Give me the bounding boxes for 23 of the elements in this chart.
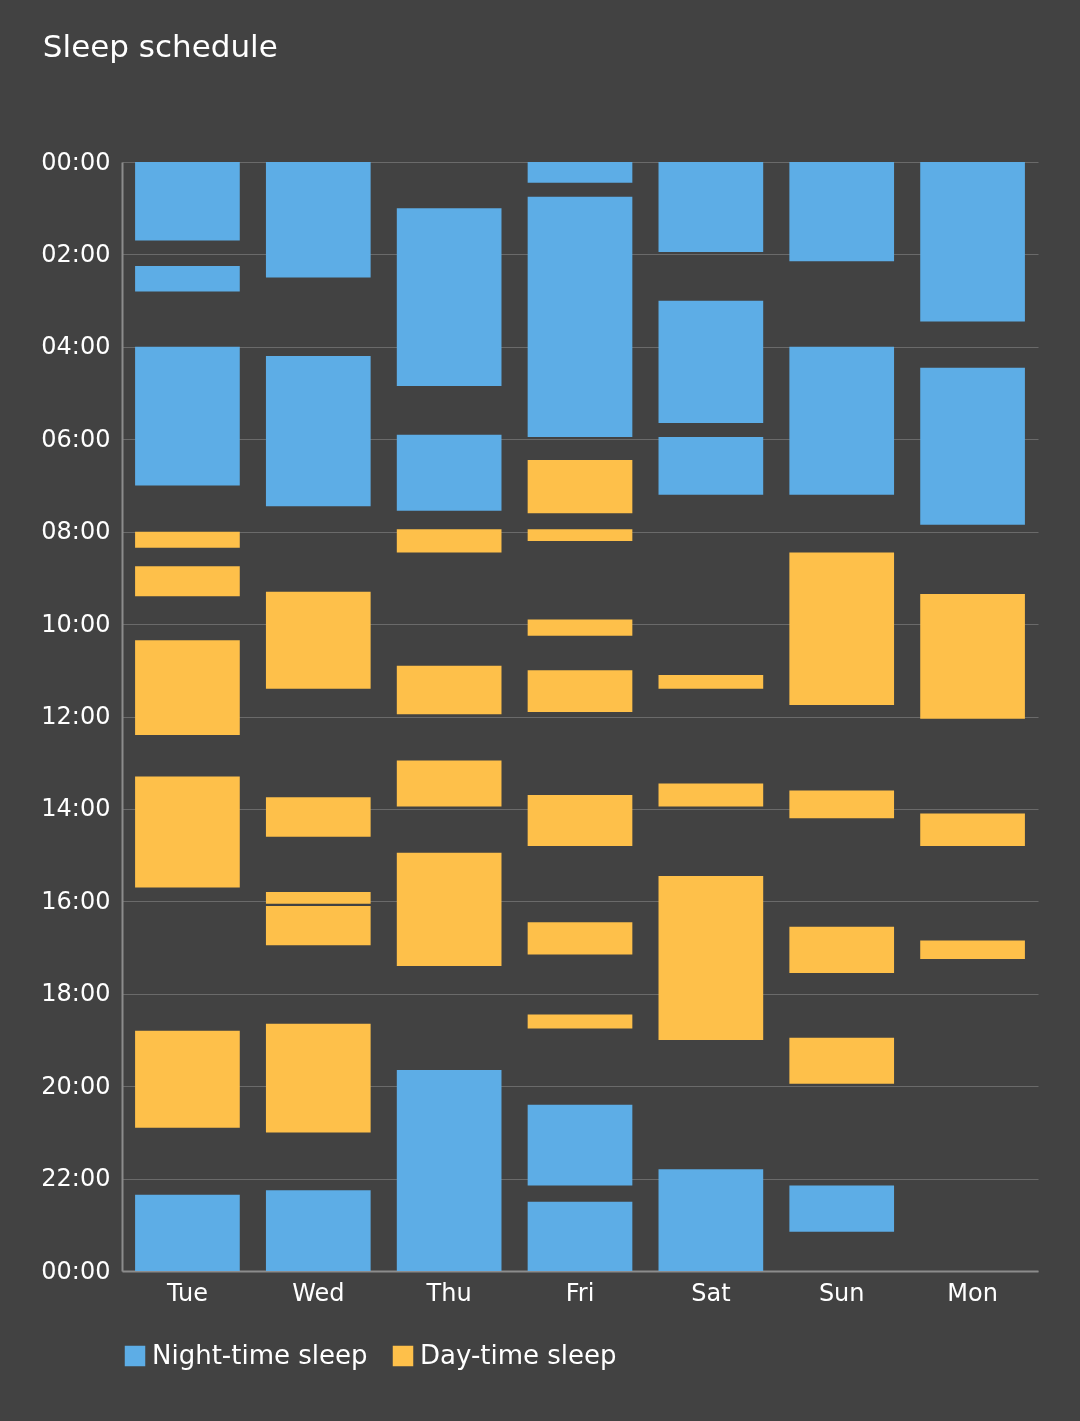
y-tick-label: 18:00 (41, 979, 111, 1008)
x-tick-label: Wed (292, 1278, 345, 1307)
y-tick-label: 08:00 (41, 517, 111, 546)
x-tick-label: Thu (425, 1278, 472, 1307)
x-tick-label: Sat (691, 1278, 731, 1307)
x-tick-label: Fri (565, 1278, 595, 1307)
chart-title: Sleep schedule (42, 28, 278, 64)
y-tick-label: 10:00 (41, 609, 111, 638)
x-tick-label: Tue (165, 1278, 208, 1307)
y-tick-label: 00:00 (41, 1256, 111, 1285)
y-tick-label: 02:00 (41, 239, 111, 268)
y-tick-label: 14:00 (41, 794, 111, 823)
legend-label: Day-time sleep (420, 1340, 617, 1370)
y-tick-label: 20:00 (41, 1071, 111, 1100)
y-tick-label: 12:00 (41, 702, 111, 730)
y-tick-label: 22:00 (41, 1164, 111, 1193)
y-tick-label: 04:00 (41, 332, 111, 361)
y-tick-label: 16:00 (41, 886, 111, 915)
x-tick-label: Sun (818, 1278, 865, 1307)
y-tick-label: 06:00 (41, 424, 111, 453)
y-tick-label: 00:00 (41, 147, 111, 176)
x-tick-label: Mon (947, 1278, 998, 1307)
legend-label: Night-time sleep (152, 1340, 368, 1370)
